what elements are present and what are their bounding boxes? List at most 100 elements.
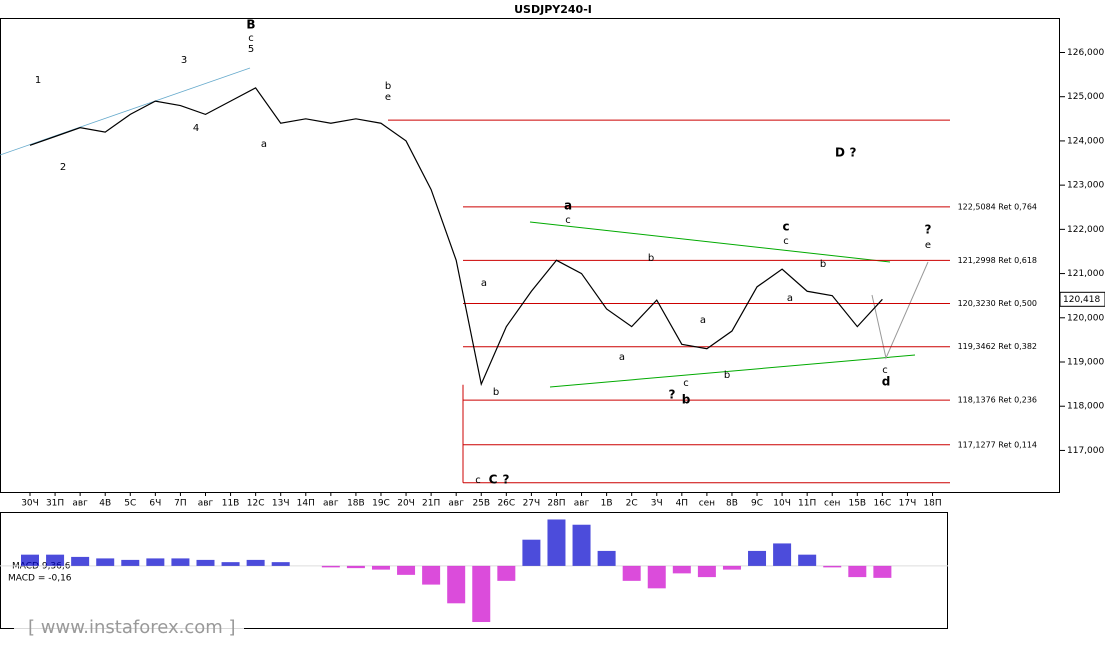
wave-label: B — [246, 18, 255, 32]
x-tick-label: 19С — [372, 499, 390, 509]
x-tick-label: 4П — [676, 499, 689, 509]
wave-label: b — [820, 259, 826, 270]
x-tick-label: 14П — [297, 499, 315, 509]
wave-label: a — [481, 278, 487, 289]
wave-label: 1 — [35, 75, 41, 86]
last-price-box — [1059, 291, 1105, 307]
macd-bar — [371, 565, 390, 570]
y-tick-label: 119,000 — [1067, 358, 1104, 368]
level-label: 118,1376 Ret 0,236 — [958, 396, 1037, 405]
macd-bar — [647, 565, 666, 589]
macd-bar — [196, 559, 215, 566]
level-label: 122,5084 Ret 0,764 — [958, 202, 1037, 211]
macd-bar — [96, 558, 115, 566]
macd-bar — [873, 565, 892, 578]
macd-bar — [121, 559, 140, 566]
macd-bar — [422, 565, 441, 585]
wave-label: d — [882, 375, 891, 389]
x-tick-label: 13Ч — [272, 499, 290, 509]
macd-bar — [71, 556, 90, 566]
x-tick-label: сен — [699, 499, 715, 509]
chart-title: USDJPY240-I — [514, 3, 592, 16]
y-tick-label: 125,000 — [1067, 92, 1104, 102]
wave-label: a — [787, 293, 793, 304]
projection — [871, 261, 929, 360]
x-tick-label: 25В — [472, 499, 490, 509]
x-tick-label: авг — [574, 499, 590, 509]
x-tick-label: 18В — [347, 499, 365, 509]
macd-bar — [572, 524, 591, 566]
wave-label: a — [619, 352, 625, 363]
wave-label: b — [724, 370, 730, 381]
wave-label: c — [783, 236, 789, 247]
wave-label: a — [700, 315, 706, 326]
x-tick-label: авг — [323, 499, 339, 509]
macd-bar — [547, 519, 566, 566]
wave-label: e — [385, 92, 391, 103]
x-tick-label: 11П — [798, 499, 816, 509]
macd-bar — [472, 565, 491, 623]
x-tick-label: 16С — [874, 499, 892, 509]
x-tick-label: 11В — [222, 499, 240, 509]
macd-bar — [773, 543, 792, 566]
wave-label: ? — [850, 146, 857, 160]
macd-bar — [397, 565, 416, 575]
x-tick-label: 21П — [422, 499, 440, 509]
macd-bar — [597, 550, 616, 566]
wave-label: c — [248, 33, 254, 44]
y-tick-label: 121,000 — [1067, 269, 1104, 279]
macd-bar — [21, 554, 39, 566]
triangle-lower — [549, 354, 916, 388]
y-tick-label: 126,000 — [1067, 48, 1104, 58]
macd-panel — [0, 512, 948, 629]
x-tick-label: 6Ч — [149, 499, 161, 509]
level-label: 117,1277 Ret 0,114 — [958, 440, 1037, 449]
x-tick-label: 3Ч — [651, 499, 663, 509]
y-tick-label: 118,000 — [1067, 402, 1104, 412]
macd-bar — [497, 565, 516, 581]
x-tick-label: 9С — [751, 499, 763, 509]
wave-label: c — [782, 220, 789, 234]
wave-label: b — [385, 81, 391, 92]
macd-bar — [697, 565, 716, 578]
last-price-label: 120,418 — [1063, 295, 1100, 305]
wave-label: b — [682, 393, 691, 407]
macd-bar — [622, 565, 641, 581]
macd-bar — [522, 539, 541, 566]
y-tick-label: 120,000 — [1067, 313, 1104, 323]
wave-label: c — [882, 365, 888, 376]
macd-bar — [722, 565, 741, 570]
wave-label: c — [475, 475, 481, 486]
macd-bar — [46, 554, 65, 566]
price-line — [29, 87, 883, 387]
macd-bar — [672, 565, 691, 574]
wave-label: 5 — [248, 44, 254, 55]
wave-label: D — [835, 146, 845, 160]
macd-bar — [823, 565, 842, 568]
level-label: 121,2998 Ret 0,618 — [958, 256, 1037, 265]
x-tick-label: 17Ч — [899, 499, 917, 509]
macd-bar — [748, 550, 767, 566]
x-tick-label: 8В — [726, 499, 738, 509]
x-tick-label: 5С — [124, 499, 136, 509]
macd-bar — [321, 565, 340, 568]
wave-label: 4 — [193, 123, 199, 134]
x-tick-label: 27Ч — [523, 499, 541, 509]
macd-title: MACD 9,36,6 — [12, 562, 71, 572]
y-tick-label: 122,000 — [1067, 225, 1104, 235]
wave-label: ? — [503, 473, 510, 487]
level-label: 120,3230 Ret 0,500 — [958, 299, 1037, 308]
macd-bar — [346, 565, 365, 569]
wave-label: c — [683, 378, 689, 389]
x-tick-label: 2С — [626, 499, 638, 509]
x-tick-label: авг — [448, 499, 464, 509]
y-tick-label: 123,000 — [1067, 181, 1104, 191]
x-tick-label: авг — [198, 499, 214, 509]
watermark: [ www.instaforex.com ] — [28, 617, 236, 638]
wave-label: a — [261, 139, 267, 150]
x-tick-label: авг — [72, 499, 88, 509]
macd-bar — [798, 554, 817, 566]
watermark-box — [14, 610, 244, 640]
price-panel — [0, 18, 1060, 493]
